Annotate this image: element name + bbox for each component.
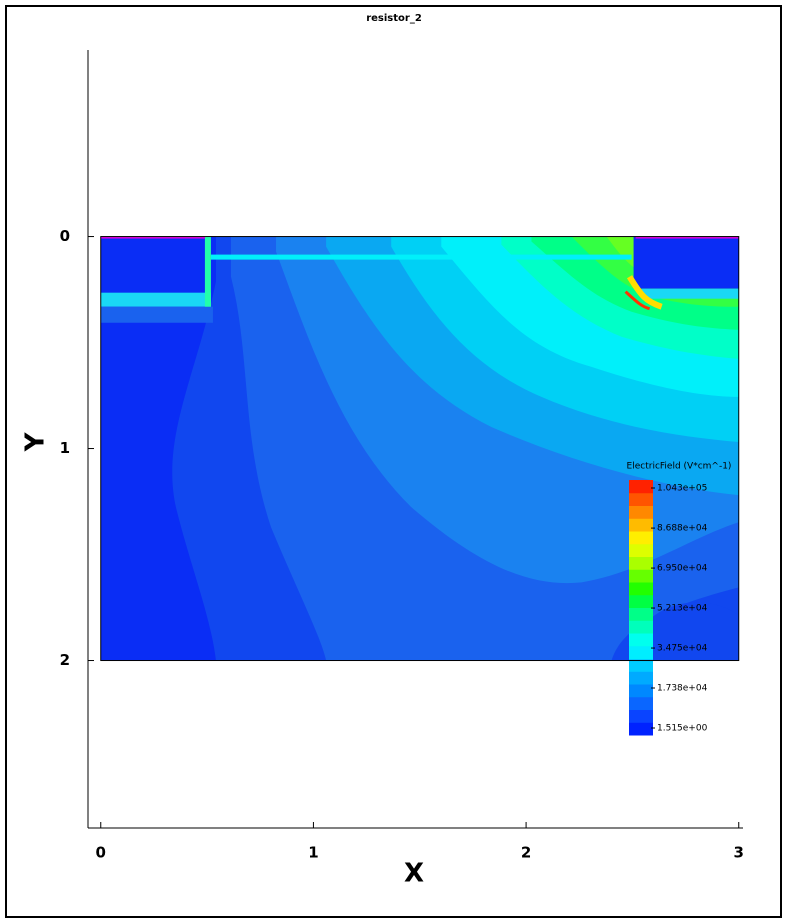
field-plot (100, 236, 739, 661)
colorbar-band (629, 480, 653, 494)
colorbar-band (629, 505, 653, 519)
colorbar-tick-label: 8.688e+04 (657, 524, 708, 534)
colorbar-tick-label: 1.043e+05 (657, 484, 707, 494)
frame (5, 5, 782, 918)
x-tick-label: 2 (521, 844, 531, 862)
colorbar-band (629, 518, 653, 532)
x-tick-label: 1 (308, 844, 318, 862)
domain-outline (100, 236, 740, 662)
colorbar-band (629, 556, 653, 570)
colorbar-band (629, 633, 653, 647)
colorbar-band (629, 620, 653, 634)
colorbar-tick-label: 1.738e+04 (657, 684, 708, 694)
colorbar-band (629, 645, 653, 659)
colorbar-tick-label: 3.475e+04 (657, 644, 708, 654)
colorbar-band (629, 569, 653, 583)
colorbar-band (629, 684, 653, 698)
x-tick-label: 3 (734, 844, 744, 862)
y-tick-label: 0 (60, 227, 70, 245)
colorbar-tick-label: 6.950e+04 (657, 564, 708, 574)
colorbar-tick-label: 1.515e+00 (657, 724, 708, 734)
x-axis-label: X (404, 859, 424, 889)
colorbar-band (629, 582, 653, 596)
colorbar-band (629, 658, 653, 672)
y-tick-label: 1 (60, 439, 70, 457)
colorbar-band (629, 722, 653, 736)
colorbar-title: ElectricField (V*cm^-1) (627, 462, 732, 472)
y-axis-label: Y (21, 431, 51, 452)
colorbar-tick-label: 5.213e+04 (657, 604, 708, 614)
y-tick-label: 2 (60, 651, 70, 669)
x-tick-label: 0 (96, 844, 106, 862)
chart-title: resistor_2 (366, 13, 422, 24)
colorbar-band (629, 594, 653, 608)
colorbar-band (629, 531, 653, 545)
colorbar-band (629, 709, 653, 723)
colorbar-band (629, 671, 653, 685)
colorbar-band (629, 696, 653, 710)
colorbar-band (629, 492, 653, 506)
colorbar-band (629, 607, 653, 621)
colorbar: 1.515e+00 1.738e+04 3.475e+04 5.213e+04 6.95… (629, 480, 708, 736)
colorbar-band (629, 543, 653, 557)
